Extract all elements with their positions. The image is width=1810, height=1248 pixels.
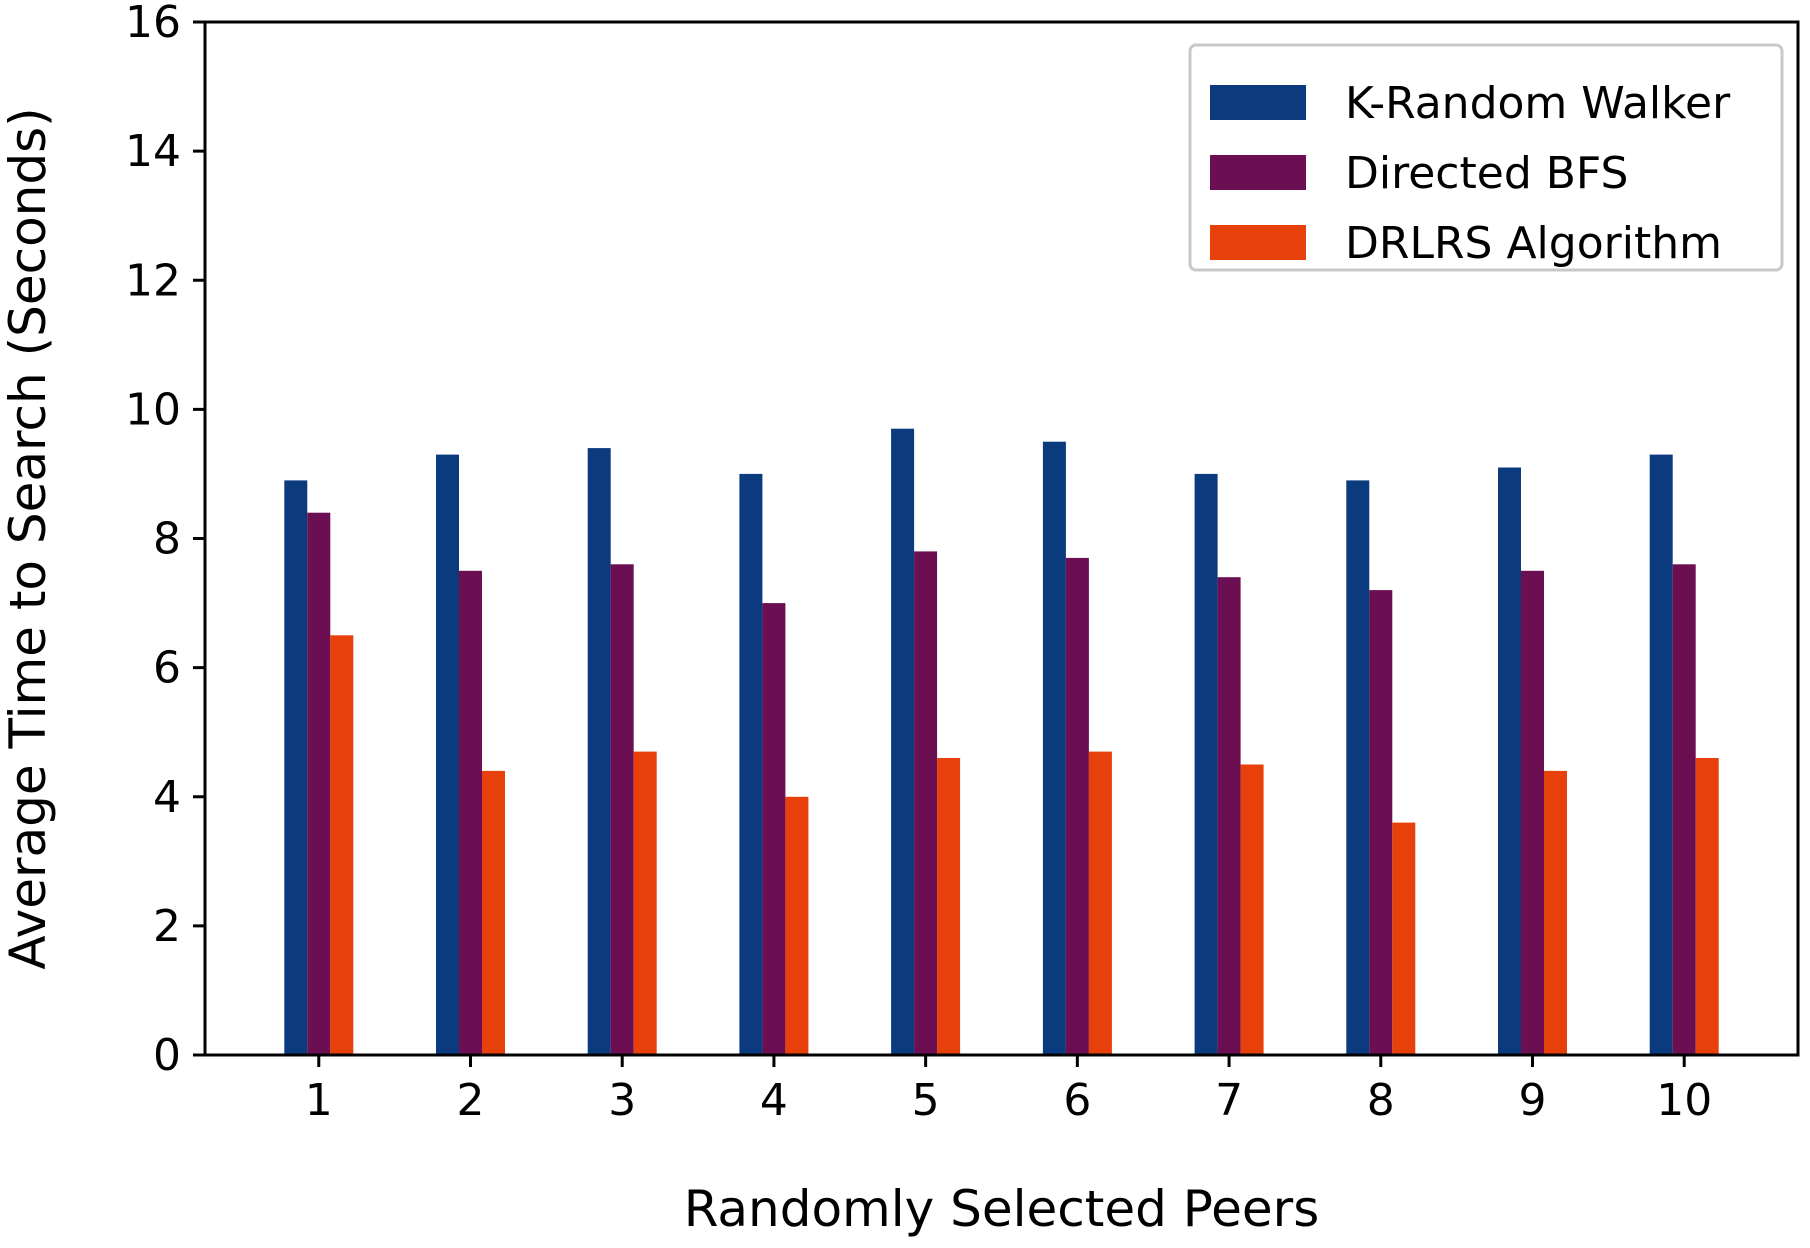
bar-k-random-walker-1	[284, 480, 308, 1055]
legend-swatch	[1210, 85, 1306, 120]
bar-drlrs-algorithm-4	[785, 796, 809, 1056]
bar-k-random-walker-2	[436, 454, 459, 1056]
x-axis-title: Randomly Selected Peers	[684, 1180, 1320, 1238]
x-tick-label: 6	[1063, 1075, 1091, 1126]
bar-directed-bfs-8	[1369, 590, 1393, 1055]
bar-directed-bfs-10	[1672, 564, 1696, 1055]
y-tick-label: 6	[153, 643, 181, 694]
bar-directed-bfs-5	[914, 551, 938, 1055]
bar-drlrs-algorithm-6	[1088, 751, 1112, 1055]
legend-label: Directed BFS	[1345, 148, 1628, 199]
bar-k-random-walker-10	[1649, 454, 1673, 1056]
y-tick-label: 12	[125, 255, 181, 306]
y-tick-label: 0	[153, 1030, 181, 1081]
bar-directed-bfs-4	[762, 603, 786, 1055]
bars-layer	[284, 428, 1719, 1056]
bar-drlrs-algorithm-10	[1695, 758, 1719, 1055]
x-tick-label: 9	[1519, 1075, 1547, 1126]
bar-drlrs-algorithm-7	[1240, 764, 1264, 1055]
legend-swatch	[1210, 225, 1306, 260]
legend-label: K-Random Walker	[1345, 78, 1731, 129]
bar-drlrs-algorithm-8	[1392, 822, 1416, 1055]
bar-drlrs-algorithm-5	[937, 758, 961, 1055]
bar-k-random-walker-7	[1194, 473, 1218, 1055]
bar-k-random-walker-4	[739, 473, 763, 1055]
bar-drlrs-algorithm-9	[1544, 770, 1567, 1055]
x-tick-label: 7	[1215, 1075, 1243, 1126]
legend-box	[1188, 43, 1784, 272]
x-tick-label: 10	[1656, 1075, 1712, 1126]
bar-directed-bfs-7	[1217, 577, 1241, 1055]
legend-label: DRLRS Algorithm	[1345, 218, 1722, 269]
bar-k-random-walker-6	[1042, 441, 1066, 1055]
y-tick-label: 16	[125, 0, 181, 48]
x-tick-label: 2	[457, 1075, 485, 1126]
y-axis-title: Average Time to Search (Seconds)	[0, 107, 57, 969]
x-tick-label: 4	[760, 1075, 788, 1126]
x-tick-label: 1	[305, 1075, 333, 1126]
x-tick-label: 8	[1367, 1075, 1395, 1126]
bar-drlrs-algorithm-2	[482, 770, 505, 1055]
bar-k-random-walker-9	[1498, 467, 1521, 1055]
bar-directed-bfs-6	[1065, 557, 1089, 1055]
legend: K-Random Walker Directed BFS DRLRS Algorit…	[1188, 43, 1784, 272]
y-tick-label: 8	[153, 514, 181, 565]
y-tick-label: 10	[125, 384, 181, 435]
x-tick-label: 5	[912, 1075, 940, 1126]
y-tick-label: 4	[153, 772, 181, 823]
x-tick-label: 3	[608, 1075, 636, 1126]
bar-drlrs-algorithm-3	[633, 751, 657, 1055]
bar-k-random-walker-3	[587, 448, 611, 1056]
y-tick-label: 2	[153, 901, 181, 952]
bar-directed-bfs-1	[307, 512, 331, 1055]
legend-swatch	[1210, 155, 1306, 190]
bar-directed-bfs-9	[1521, 570, 1544, 1055]
y-tick-label: 14	[125, 126, 181, 177]
bar-k-random-walker-8	[1346, 480, 1370, 1055]
bar-k-random-walker-5	[891, 428, 915, 1055]
bar-drlrs-algorithm-1	[330, 635, 354, 1055]
bar-directed-bfs-3	[610, 564, 634, 1055]
bar-directed-bfs-2	[459, 570, 482, 1055]
